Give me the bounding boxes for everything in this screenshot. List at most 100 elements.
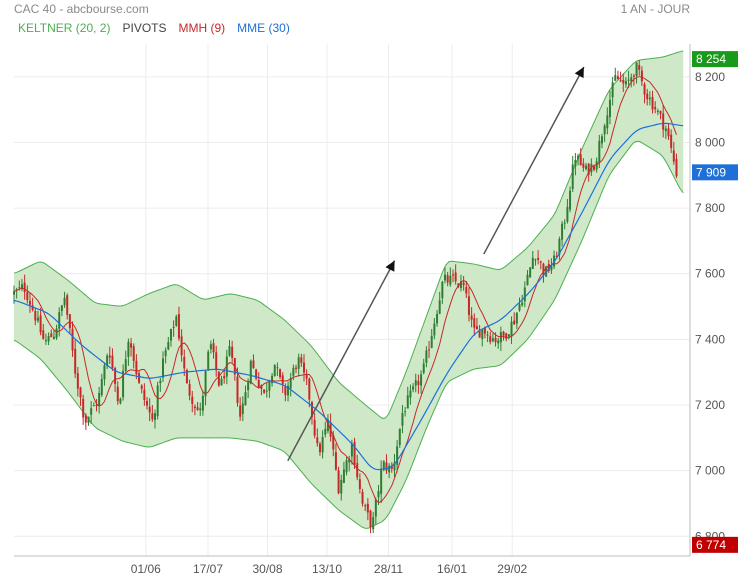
- price-flag-bg: [692, 164, 738, 181]
- candle-body: [265, 390, 268, 392]
- candle-body: [63, 297, 66, 306]
- candle-body: [648, 97, 651, 100]
- candle-body: [255, 369, 258, 379]
- candle-body: [281, 375, 284, 385]
- candle-body: [236, 376, 239, 403]
- candle-body: [518, 304, 521, 311]
- annotation-arrows: [287, 66, 585, 462]
- candle-body: [616, 76, 619, 80]
- candle-body: [220, 378, 223, 386]
- candle-body: [571, 164, 574, 190]
- candle-body: [422, 363, 425, 373]
- candle-body: [156, 385, 159, 417]
- candle-body: [481, 329, 484, 340]
- candle-body: [191, 396, 194, 404]
- candle-body: [515, 312, 518, 324]
- candle-body: [140, 385, 143, 389]
- candle-body: [13, 291, 15, 295]
- candle-body: [28, 300, 31, 305]
- candle-body: [337, 470, 340, 494]
- candle-body: [393, 462, 396, 471]
- candle-body: [334, 452, 337, 470]
- candle-body: [656, 110, 659, 112]
- candle-body: [108, 355, 111, 358]
- candle-body: [287, 385, 290, 396]
- candle-body: [130, 343, 133, 348]
- candle-body: [595, 161, 598, 170]
- candle-body: [95, 405, 98, 407]
- trend-arrow-2: [483, 66, 585, 255]
- period-selector[interactable]: 1 AN - JOUR: [620, 2, 690, 16]
- candle-body: [585, 165, 588, 170]
- candle-body: [358, 479, 361, 489]
- candle-body: [215, 352, 218, 371]
- candle-body: [127, 341, 130, 357]
- legend-mme[interactable]: MME (30): [237, 21, 290, 35]
- chart-title: CAC 40 - abcbourse.com: [14, 2, 149, 16]
- candle-body: [451, 274, 454, 276]
- candle-body: [459, 281, 462, 289]
- candle-body: [475, 326, 478, 330]
- candle-body: [34, 310, 37, 321]
- candle-body: [356, 463, 359, 478]
- candle-body: [271, 375, 274, 384]
- candle-body: [201, 395, 204, 411]
- candle-body: [66, 295, 69, 315]
- candle-body: [364, 505, 367, 507]
- candle-body: [204, 370, 207, 397]
- trend-arrow-head-1: [385, 260, 395, 272]
- candle-body: [47, 335, 50, 342]
- candle-body: [223, 375, 226, 379]
- legend-keltner[interactable]: KELTNER (20, 2): [18, 21, 111, 35]
- candle-body: [449, 275, 452, 285]
- candle-body: [606, 115, 609, 129]
- candle-body: [547, 264, 550, 272]
- candle-body: [598, 140, 601, 163]
- price-flag-bg: [692, 536, 738, 553]
- candle-body: [555, 255, 558, 258]
- candle-body: [430, 335, 433, 348]
- candle-body: [348, 458, 351, 463]
- candle-body: [619, 80, 622, 82]
- candle-body: [148, 406, 151, 413]
- candle-body: [539, 261, 542, 263]
- candle-body: [276, 367, 279, 369]
- candle-body: [58, 312, 61, 329]
- candle-body: [279, 369, 282, 378]
- candle-body: [146, 400, 149, 406]
- candle-body: [209, 344, 212, 350]
- trend-arrow-1: [287, 260, 396, 462]
- candle-body: [342, 469, 345, 483]
- candle-body: [188, 383, 191, 396]
- candle-body: [18, 287, 21, 289]
- y-tick-label: 7 400: [695, 332, 725, 346]
- candle-body: [513, 320, 516, 325]
- candle-body: [558, 238, 561, 255]
- candle-body: [366, 503, 369, 513]
- candle-body: [614, 75, 617, 81]
- legend-pivots[interactable]: PIVOTS: [122, 21, 167, 35]
- candle-body: [521, 302, 524, 306]
- candle-body: [345, 460, 348, 473]
- indicator-legend: KELTNER (20, 2) PIVOTS MMH (9) MME (30): [18, 21, 290, 35]
- legend-mmh[interactable]: MMH (9): [178, 21, 226, 35]
- candle-body: [643, 84, 646, 95]
- candle-body: [138, 373, 141, 383]
- candle-body: [438, 300, 441, 314]
- candle-body: [478, 329, 481, 338]
- candle-body: [582, 163, 585, 168]
- candle-body: [332, 434, 335, 450]
- candle-body: [68, 314, 71, 329]
- candle-body: [361, 491, 364, 504]
- candle-body: [369, 510, 372, 528]
- candle-body: [372, 517, 375, 530]
- candle-body: [401, 413, 404, 426]
- candle-body: [409, 390, 412, 398]
- candle-body: [483, 327, 486, 334]
- candle-body: [239, 405, 242, 417]
- candle-body: [175, 316, 178, 326]
- candle-body: [627, 79, 630, 81]
- candle-body: [454, 272, 457, 282]
- candle-body: [350, 443, 353, 457]
